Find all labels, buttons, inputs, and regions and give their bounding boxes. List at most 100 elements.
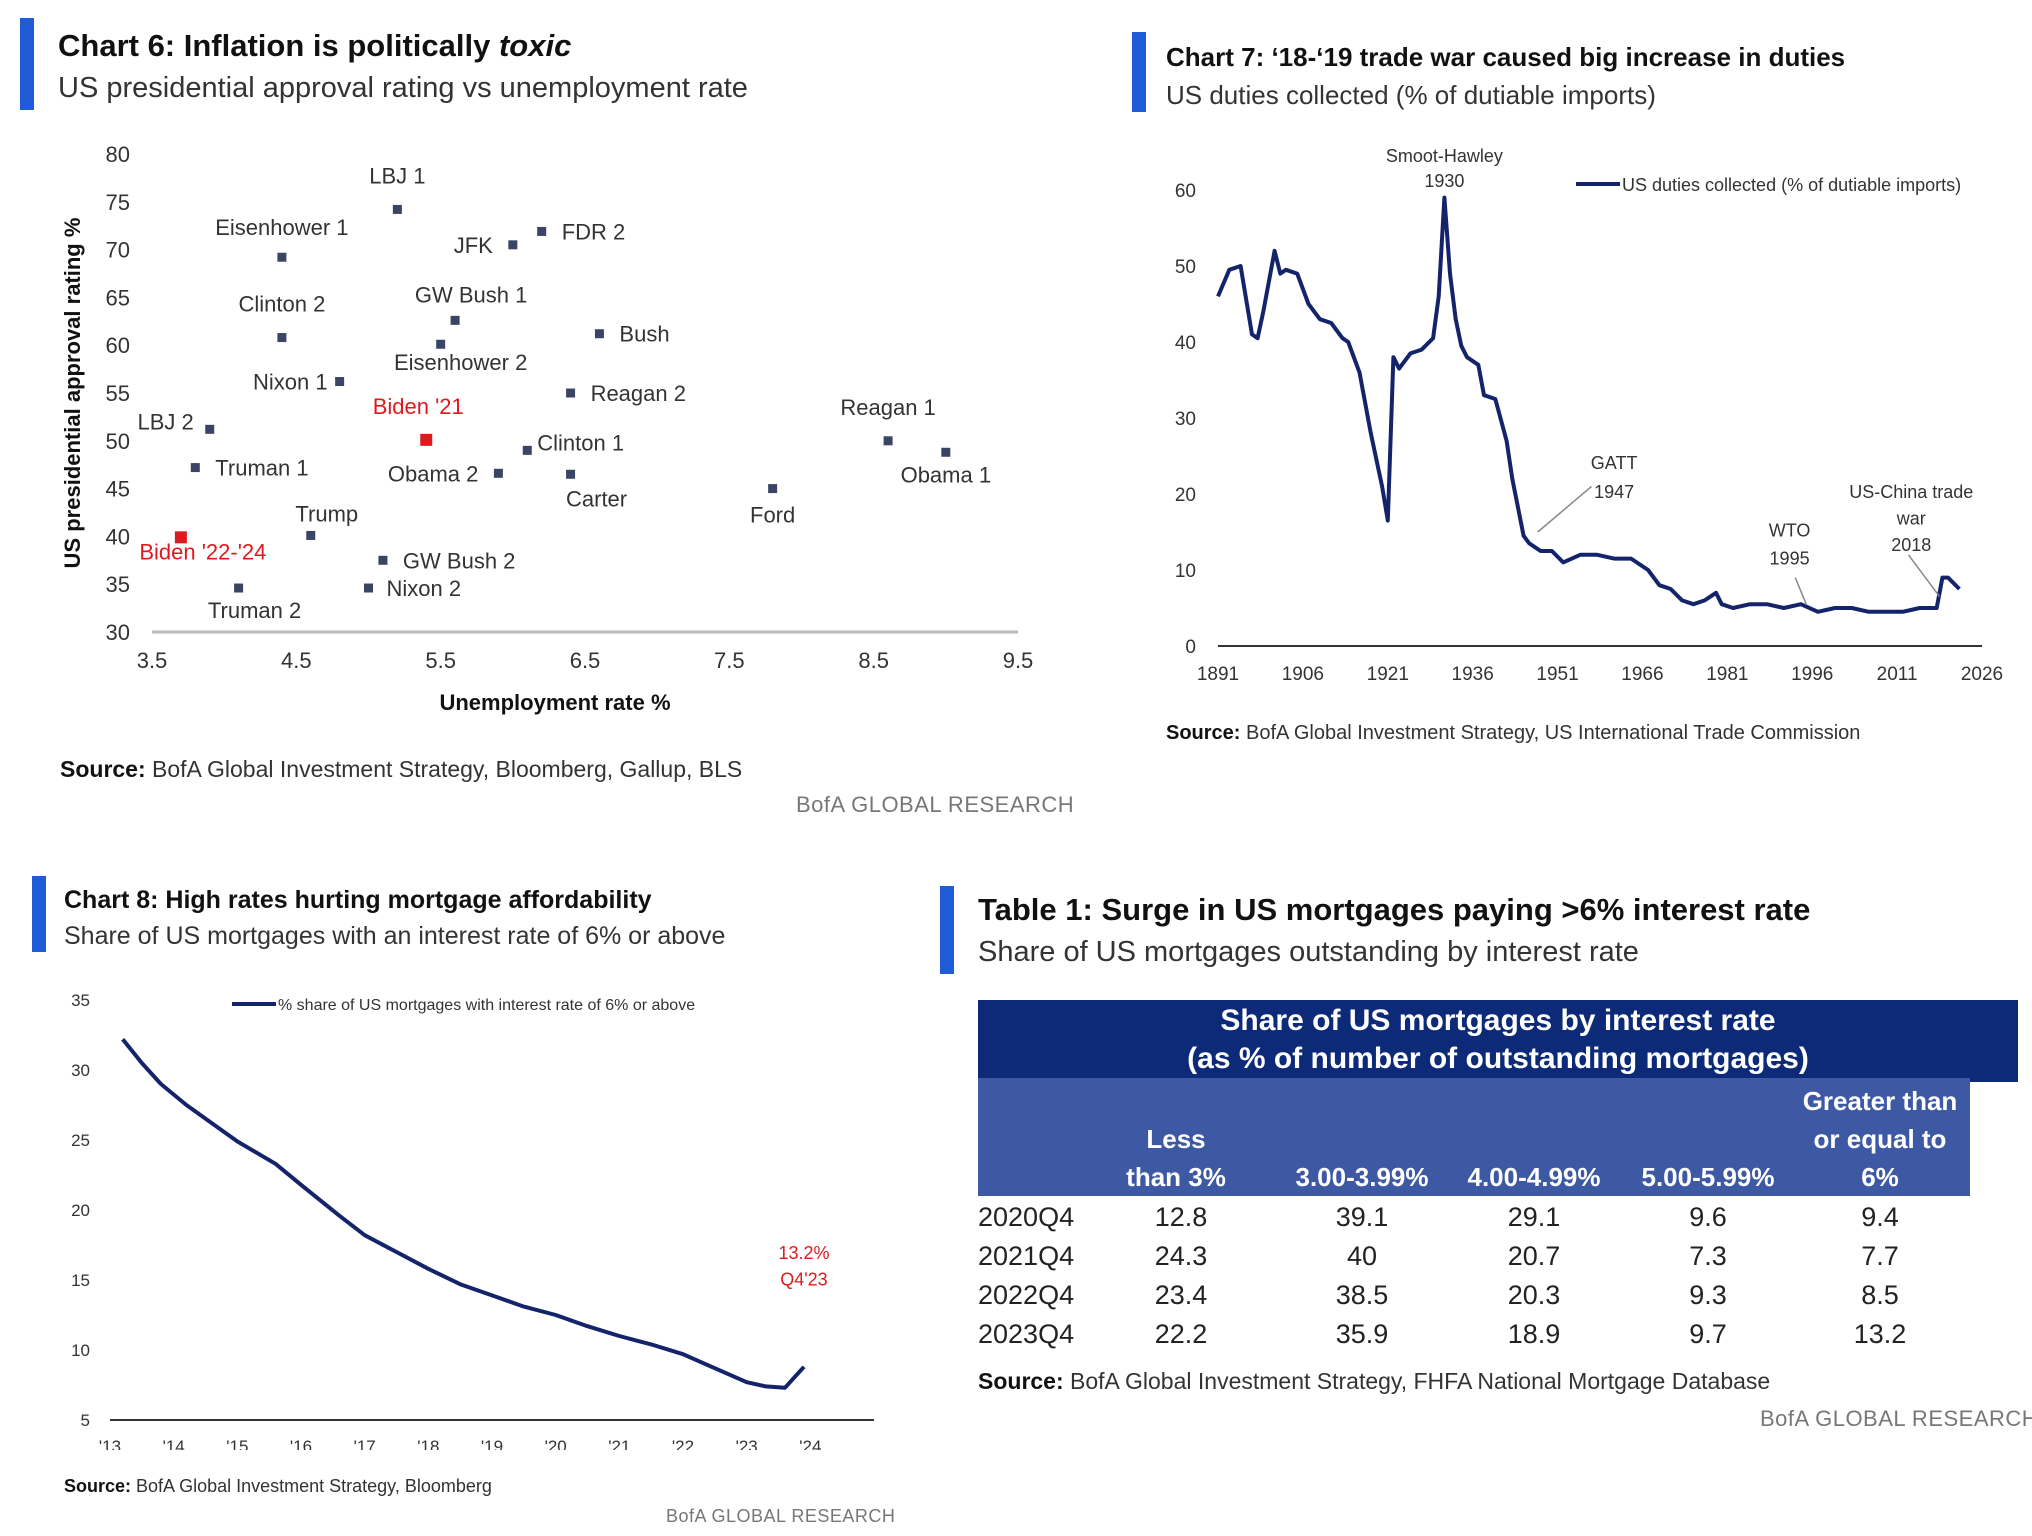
chart8-x-tick-label: '15: [226, 1437, 248, 1450]
table1-cell: 35.9: [1335, 1319, 1389, 1349]
table1-brand: BofA GLOBAL RESEARCH: [1760, 1406, 2032, 1431]
chart6-x-tick-label: 4.5: [281, 648, 312, 673]
chart8-x-tick-label: '19: [481, 1437, 503, 1450]
chart8-x-tick-label: '14: [163, 1437, 185, 1450]
chart6-point: [883, 436, 893, 446]
chart7-annotation: 2018: [1891, 535, 1931, 555]
chart8-source: Source: BofA Global Investment Strategy,…: [64, 1476, 492, 1497]
chart8-x-tick-label: '13: [99, 1437, 121, 1450]
chart7-y-tick-label: 30: [1175, 409, 1196, 430]
chart6-point: [493, 468, 503, 478]
chart6-point: [941, 447, 951, 457]
chart8-y-tick-label: 5: [81, 1411, 90, 1430]
chart7-annotation: GATT: [1591, 453, 1638, 473]
chart6-y-tick-label: 80: [106, 142, 130, 167]
table1-col-header-1: 3.00-3.99%: [1295, 1162, 1429, 1192]
chart7-source-label: Source:: [1166, 722, 1241, 744]
chart8-title: Chart 8: High rates hurting mortgage aff…: [64, 886, 652, 914]
chart6-y-tick-label: 50: [106, 429, 130, 454]
chart6-point-label: Eisenhower 1: [215, 215, 348, 240]
chart6-point: [306, 530, 316, 540]
chart6-point-label: Clinton 1: [537, 430, 624, 455]
chart6-point-label: Carter: [566, 486, 627, 511]
table1-title: Table 1: Surge in US mortgages paying >6…: [978, 892, 1811, 927]
table1-cell: 23.4: [1154, 1280, 1208, 1310]
table1-cell: 29.1: [1507, 1202, 1561, 1232]
chart6-point-label: Reagan 2: [591, 381, 686, 406]
chart8-y-tick-label: 20: [71, 1201, 90, 1220]
chart8-x-tick-label: '21: [608, 1437, 630, 1450]
chart7-subtitle: US duties collected (% of dutiable impor…: [1166, 80, 1656, 110]
chart7-annotation: US-China trade: [1849, 482, 1973, 502]
table1-cell: 38.5: [1335, 1280, 1389, 1310]
table1-row-label: 2023Q4: [978, 1319, 1075, 1349]
table1-cell: 24.3: [1154, 1241, 1208, 1271]
chart7-y-tick-label: 50: [1175, 257, 1196, 278]
table1-col-header-0: Less than 3%: [1126, 1124, 1226, 1192]
chart6-point: [392, 204, 402, 214]
chart6-x-tick-label: 7.5: [714, 648, 745, 673]
chart8-source-label: Source:: [64, 1476, 132, 1496]
chart6-point: [335, 377, 345, 387]
chart6-point-label: JFK: [454, 233, 493, 258]
chart6-point-label: Reagan 1: [840, 395, 935, 420]
chart7-source: Source: BofA Global Investment Strategy,…: [1166, 722, 1860, 745]
chart7-y-tick-label: 10: [1175, 561, 1196, 582]
chart6-point: [522, 445, 532, 455]
chart8-x-tick-label: '23: [736, 1437, 758, 1450]
chart6-point-label: Trump: [295, 501, 358, 526]
chart7-annotation: 1930: [1424, 171, 1464, 191]
chart6-point: [277, 333, 287, 343]
table1-cell: 40: [1346, 1241, 1378, 1271]
table1-cell: 9.6: [1689, 1202, 1727, 1232]
chart7-y-tick-label: 60: [1175, 181, 1196, 202]
table1-cell: 9.3: [1689, 1280, 1727, 1310]
chart6-point: [768, 484, 778, 494]
table1-cell: 20.7: [1507, 1241, 1561, 1271]
table1-source-label: Source:: [978, 1368, 1064, 1394]
chart6-point-label: GW Bush 2: [403, 548, 515, 573]
chart6-x-tick-label: 8.5: [858, 648, 889, 673]
chart6-scatter: 3.5 4.5 5.5 6.5 7.5 8.5 9.5 30 35 40 45 50 55 60 65 70 7…: [60, 142, 1034, 715]
chart8-accent-bar: [32, 876, 46, 952]
chart7-line: 1891 1906 1921 1936 1951 1966 1981 1996 2011 2026…: [1175, 146, 2003, 685]
chart8-annotation: Q4'23: [780, 1270, 827, 1290]
chart6-point: [594, 329, 604, 339]
table1-cell: 8.5: [1861, 1280, 1899, 1310]
table1-header-line1: Share of US mortgages by interest rate: [1220, 1004, 1776, 1037]
table1-cell: 39.1: [1335, 1202, 1389, 1232]
chart6-brand: BofA GLOBAL RESEARCH: [796, 792, 1075, 817]
chart6-point: [420, 433, 433, 446]
chart6-point: [190, 463, 200, 473]
chart8-y-tick-label: 15: [71, 1271, 90, 1290]
chart6-point-label: LBJ 2: [137, 409, 193, 434]
chart8-subtitle: Share of US mortgages with an interest r…: [64, 922, 726, 950]
chart7-annotation: war: [1896, 508, 1926, 528]
chart7-annotation: 1947: [1594, 482, 1634, 502]
chart6-point: [537, 226, 547, 236]
chart6-point-label: FDR 2: [562, 219, 626, 244]
chart7-legend-label: US duties collected (% of dutiable impor…: [1622, 175, 1961, 195]
table1-source-text: BofA Global Investment Strategy, FHFA Na…: [1063, 1368, 1771, 1394]
chart6-point-label: Nixon 2: [387, 576, 462, 601]
chart7-annotation-leader: [1907, 554, 1941, 598]
chart8-series-line: [121, 1037, 806, 1390]
chart6-y-tick-label: 35: [106, 572, 130, 597]
chart6-point-label: Biden '22-'24: [139, 539, 266, 564]
chart8-x-tick-label: '18: [417, 1437, 439, 1450]
chart8-y-tick-label: 35: [71, 991, 90, 1010]
chart6-accent-bar: [20, 18, 34, 110]
table1-cell: 20.3: [1507, 1280, 1561, 1310]
chart6-point: [364, 583, 373, 593]
chart8-x-tick-label: '20: [545, 1437, 567, 1450]
chart6-y-tick-label: 30: [106, 620, 130, 645]
chart6-y-tick-label: 60: [106, 333, 130, 358]
chart6-x-tick-label: 9.5: [1003, 648, 1034, 673]
chart7-series-line: [1216, 195, 1961, 614]
chart6-point: [277, 252, 287, 262]
chart7-x-tick-label: 1936: [1452, 664, 1494, 685]
chart8-source-text: BofA Global Investment Strategy, Bloombe…: [131, 1476, 492, 1496]
chart6-point: [450, 315, 460, 325]
chart7-x-tick-label: 2026: [1961, 664, 2003, 685]
chart7-title: Chart 7: ‘18-‘19 trade war caused big in…: [1166, 42, 1846, 72]
